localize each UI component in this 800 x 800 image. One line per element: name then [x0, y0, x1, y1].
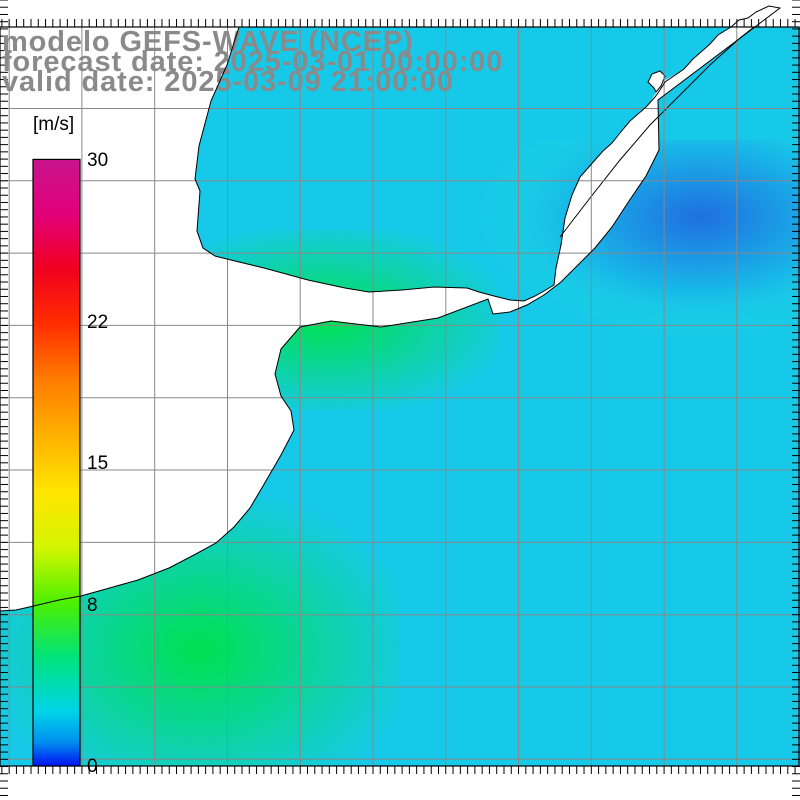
svg-text:0: 0 — [87, 756, 98, 777]
svg-text:30: 30 — [87, 150, 108, 171]
svg-text:[m/s]: [m/s] — [33, 114, 74, 135]
svg-text:22: 22 — [87, 312, 108, 333]
svg-text:8: 8 — [87, 595, 98, 616]
svg-text:15: 15 — [87, 453, 108, 474]
svg-text:valid date: 2025-03-09 21:00:0: valid date: 2025-03-09 21:00:00 — [2, 66, 454, 98]
